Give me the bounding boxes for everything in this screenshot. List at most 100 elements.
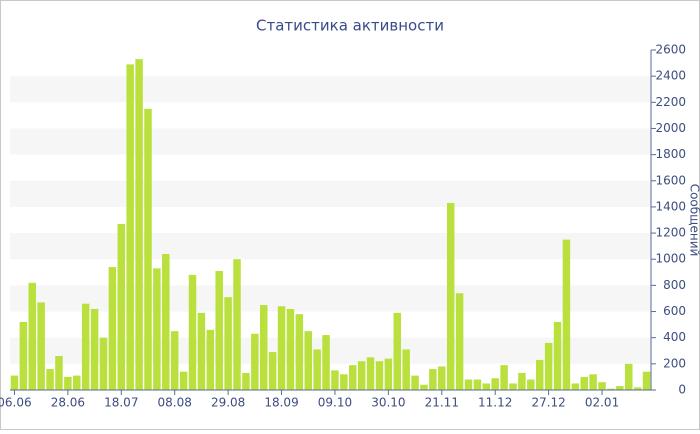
bar bbox=[126, 64, 133, 390]
bar bbox=[340, 374, 347, 390]
bar bbox=[447, 203, 454, 390]
y-tick-label: 600 bbox=[663, 304, 686, 318]
bar bbox=[215, 271, 222, 390]
bar bbox=[278, 306, 285, 390]
bar bbox=[527, 380, 534, 390]
x-tick-label: 18.09 bbox=[264, 396, 298, 410]
bar bbox=[109, 267, 116, 390]
bar bbox=[82, 304, 89, 390]
bar bbox=[349, 365, 356, 390]
bar bbox=[171, 331, 178, 390]
bar bbox=[20, 322, 27, 390]
bar bbox=[429, 369, 436, 390]
y-tick-label: 2000 bbox=[655, 121, 686, 135]
bar bbox=[518, 373, 525, 390]
grid-band bbox=[10, 181, 651, 207]
bar bbox=[118, 224, 125, 390]
x-tick-label: 21.11 bbox=[425, 396, 459, 410]
x-tick-label: 18.07 bbox=[104, 396, 138, 410]
bar bbox=[242, 373, 249, 390]
bar bbox=[420, 385, 427, 390]
y-tick-label: 0 bbox=[678, 383, 686, 397]
bar bbox=[29, 283, 36, 390]
bar bbox=[198, 313, 205, 390]
y-tick-label: 1400 bbox=[655, 199, 686, 213]
y-tick-label: 1800 bbox=[655, 147, 686, 161]
x-tick-label: 06.06 bbox=[0, 396, 32, 410]
bar bbox=[153, 268, 160, 390]
y-tick-label: 1200 bbox=[655, 226, 686, 240]
bar bbox=[536, 360, 543, 390]
bar bbox=[474, 380, 481, 390]
bar bbox=[64, 377, 71, 390]
y-tick-label: 200 bbox=[663, 356, 686, 370]
x-tick-label: 02.01 bbox=[585, 396, 619, 410]
bar bbox=[207, 330, 214, 390]
x-tick-label: 27.12 bbox=[531, 396, 565, 410]
bar bbox=[331, 370, 338, 390]
bar bbox=[402, 349, 409, 390]
bar bbox=[189, 275, 196, 390]
bar bbox=[545, 343, 552, 390]
bar bbox=[625, 364, 632, 390]
bar bbox=[411, 376, 418, 390]
bar bbox=[180, 372, 187, 390]
bar bbox=[509, 383, 516, 390]
y-tick-label: 2200 bbox=[655, 95, 686, 109]
x-tick-label: 08.08 bbox=[158, 396, 192, 410]
grid-band bbox=[10, 233, 651, 259]
bar bbox=[73, 376, 80, 390]
bar bbox=[287, 309, 294, 390]
bar bbox=[589, 374, 596, 390]
x-tick-label: 11.12 bbox=[478, 396, 512, 410]
bar bbox=[11, 376, 18, 390]
chart-title: Статистика активности bbox=[256, 17, 444, 35]
bar bbox=[465, 380, 472, 390]
bar bbox=[358, 361, 365, 390]
bar bbox=[46, 369, 53, 390]
bar bbox=[491, 378, 498, 390]
bar bbox=[251, 334, 258, 390]
bar bbox=[376, 361, 383, 390]
bar bbox=[296, 314, 303, 390]
y-axis-label: Сообщений bbox=[688, 184, 700, 257]
y-tick-label: 800 bbox=[663, 278, 686, 292]
bar bbox=[598, 382, 605, 390]
bar bbox=[367, 357, 374, 390]
x-tick-label: 30.10 bbox=[371, 396, 405, 410]
bar bbox=[580, 377, 587, 390]
bar bbox=[385, 359, 392, 390]
y-tick-label: 2400 bbox=[655, 69, 686, 83]
bar bbox=[643, 372, 650, 390]
bar bbox=[554, 322, 561, 390]
bar bbox=[260, 305, 267, 390]
y-tick-label: 2600 bbox=[655, 43, 686, 57]
bar bbox=[456, 293, 463, 390]
y-tick-label: 400 bbox=[663, 330, 686, 344]
bar bbox=[269, 352, 276, 390]
bar bbox=[616, 386, 623, 390]
y-tick-label: 1600 bbox=[655, 173, 686, 187]
bar bbox=[305, 331, 312, 390]
bar bbox=[135, 59, 142, 390]
bar bbox=[483, 383, 490, 390]
bar bbox=[572, 383, 579, 390]
grid-band bbox=[10, 76, 651, 102]
bar bbox=[500, 365, 507, 390]
bar bbox=[224, 297, 231, 390]
bar bbox=[563, 240, 570, 390]
bar bbox=[394, 313, 401, 390]
bar bbox=[438, 366, 445, 390]
y-tick-label: 1000 bbox=[655, 252, 686, 266]
bar bbox=[322, 335, 329, 390]
bar bbox=[162, 254, 169, 390]
bar bbox=[233, 259, 240, 390]
grid-band bbox=[10, 285, 651, 311]
x-tick-label: 29.08 bbox=[211, 396, 245, 410]
bar bbox=[313, 349, 320, 390]
bar bbox=[100, 338, 107, 390]
bar bbox=[55, 356, 62, 390]
bar bbox=[37, 302, 44, 390]
bar bbox=[91, 309, 98, 390]
